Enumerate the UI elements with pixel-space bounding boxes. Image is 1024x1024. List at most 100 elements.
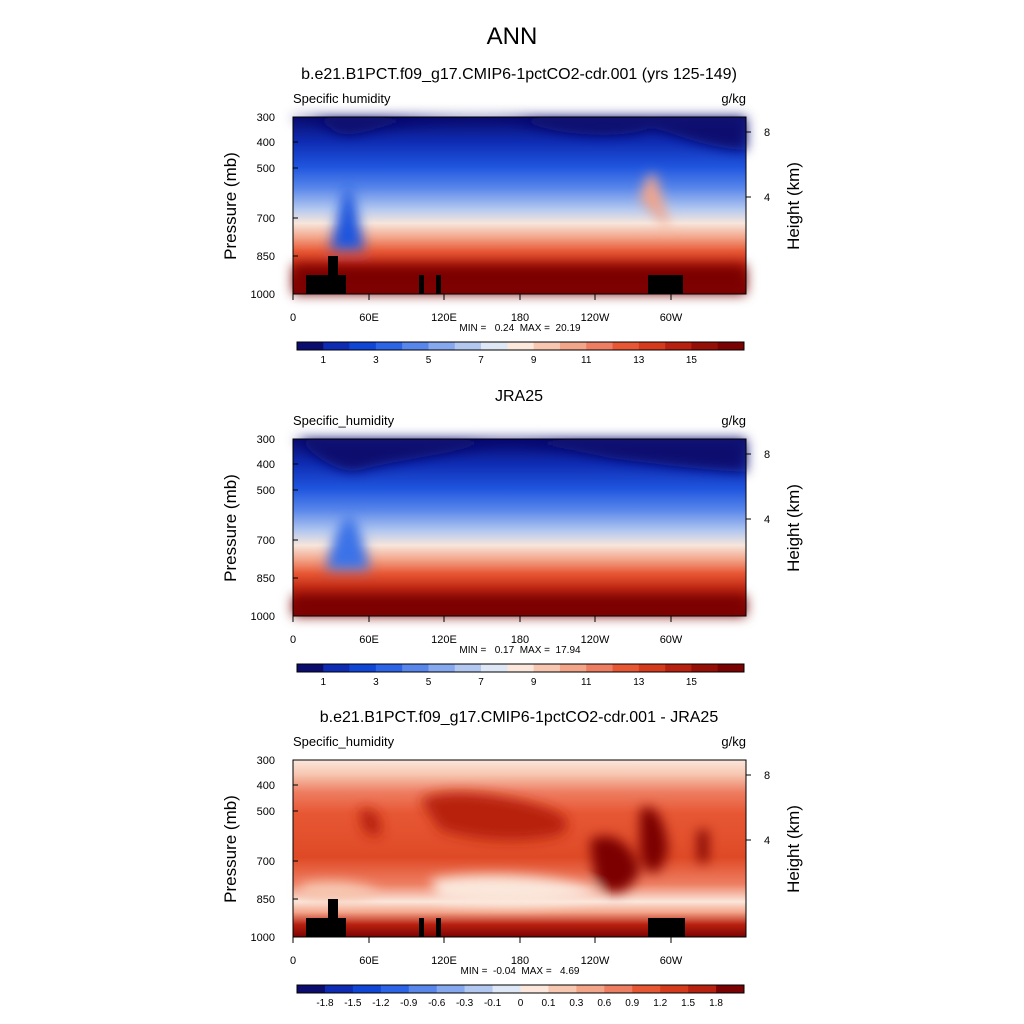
colorbar-swatch bbox=[297, 985, 326, 993]
panel-2-x-tick-marks bbox=[292, 616, 672, 622]
colorbar-swatch bbox=[464, 985, 493, 993]
x-tick-label: 0 bbox=[290, 312, 296, 324]
panel-3-field bbox=[293, 760, 746, 937]
colorbar-swatch bbox=[559, 664, 587, 672]
x-tick-label: 180 bbox=[511, 634, 529, 646]
y-tick-label: 500 bbox=[257, 485, 275, 497]
colorbar-label: 1.5 bbox=[681, 998, 695, 1009]
colorbar-swatch bbox=[632, 985, 661, 993]
x-tick-label: 60W bbox=[660, 312, 683, 324]
panel-1-y2-ticks: 8 4 bbox=[764, 127, 770, 204]
y-tick-label: 700 bbox=[257, 856, 275, 868]
panel-2-colorbar-labels: 1 3 5 7 9 11 13 15 bbox=[321, 677, 698, 688]
colorbar-swatch bbox=[375, 342, 403, 350]
x-tick-label: 60E bbox=[359, 955, 379, 967]
panel-1-colorbar-labels: 1 3 5 7 9 11 13 15 bbox=[321, 355, 698, 366]
colorbar-swatch bbox=[665, 664, 692, 672]
panel-2-y2-ticks: 8 4 bbox=[764, 449, 770, 526]
x-tick-label: 180 bbox=[511, 955, 529, 967]
y-tick-label: 1000 bbox=[251, 611, 275, 623]
panel-2-units-label: g/kg bbox=[721, 413, 746, 428]
panel-3-y-ticks: 300 400 500 700 850 1000 bbox=[251, 755, 275, 944]
colorbar-label: 1.8 bbox=[709, 998, 723, 1009]
colorbar-swatch bbox=[691, 342, 718, 350]
y-tick-label: 400 bbox=[257, 780, 275, 792]
y2-tick-label: 4 bbox=[764, 192, 770, 204]
colorbar-swatch bbox=[454, 664, 482, 672]
colorbar-label: 1.2 bbox=[653, 998, 667, 1009]
panel-2: JRA25 Specific_humidity g/kg 300 400 500… bbox=[221, 388, 803, 688]
panel-3-stats: MIN = -0.04 MAX = 4.69 bbox=[461, 966, 580, 977]
colorbar-label: 0.9 bbox=[625, 998, 639, 1009]
figure-title: ANN bbox=[487, 23, 538, 50]
panel-3-title: b.e21.B1PCT.f09_g17.CMIP6-1pctCO2-cdr.00… bbox=[320, 709, 719, 726]
colorbar-label: 3 bbox=[373, 677, 379, 688]
colorbar-swatch bbox=[717, 342, 745, 350]
colorbar-label: 7 bbox=[478, 355, 484, 366]
x-tick-label: 60W bbox=[660, 955, 683, 967]
panel-3-units-label: g/kg bbox=[721, 734, 746, 749]
colorbar-swatch bbox=[324, 985, 354, 993]
colorbar-label: 9 bbox=[531, 677, 537, 688]
panel-2-colorbar bbox=[296, 663, 745, 673]
colorbar-swatch bbox=[612, 342, 640, 350]
y-tick-label: 700 bbox=[257, 213, 275, 225]
y-tick-label: 400 bbox=[257, 137, 275, 149]
colorbar-label: 11 bbox=[581, 355, 592, 366]
panel-2-field bbox=[293, 439, 746, 616]
colorbar-label: 5 bbox=[426, 677, 432, 688]
panel-1-y2-axis-label: Height (km) bbox=[784, 162, 803, 250]
panel-1-stats: MIN = 0.24 MAX = 20.19 bbox=[459, 323, 581, 334]
colorbar-swatch bbox=[402, 342, 429, 350]
y-tick-label: 500 bbox=[257, 163, 275, 175]
y2-tick-label: 4 bbox=[764, 835, 770, 847]
colorbar-swatch bbox=[507, 342, 534, 350]
colorbar-swatch bbox=[586, 664, 613, 672]
panel-3-terrain-mask bbox=[306, 899, 685, 937]
panel-2-x-ticks: 0 60E 120E 180 120W 60W bbox=[290, 634, 683, 646]
panel-3-x-tick-marks bbox=[292, 937, 672, 943]
panel-3-x-ticks: 0 60E 120E 180 120W 60W bbox=[290, 955, 683, 967]
colorbar-swatch bbox=[638, 664, 666, 672]
panel-2-y-axis-label: Pressure (mb) bbox=[221, 474, 240, 582]
x-tick-label: 120W bbox=[581, 312, 610, 324]
colorbar-swatch bbox=[481, 664, 508, 672]
colorbar-label: 7 bbox=[478, 677, 484, 688]
y-tick-label: 300 bbox=[257, 755, 275, 767]
colorbar-swatch bbox=[507, 664, 534, 672]
colorbar-swatch bbox=[665, 342, 692, 350]
colorbar-swatch bbox=[716, 985, 745, 993]
panel-3-y-axis-label: Pressure (mb) bbox=[221, 795, 240, 903]
colorbar-label: -1.2 bbox=[372, 998, 390, 1009]
colorbar-label: 15 bbox=[686, 355, 698, 366]
colorbar-swatch bbox=[380, 985, 410, 993]
y-tick-label: 500 bbox=[257, 806, 275, 818]
panel-2-variable-label: Specific_humidity bbox=[293, 413, 395, 428]
colorbar-label: 5 bbox=[426, 355, 432, 366]
colorbar-swatch bbox=[660, 985, 689, 993]
y-tick-label: 850 bbox=[257, 251, 275, 263]
panel-2-y2-axis-label: Height (km) bbox=[784, 484, 803, 572]
colorbar-swatch bbox=[375, 664, 403, 672]
colorbar-label: 1 bbox=[321, 355, 327, 366]
colorbar-swatch bbox=[604, 985, 633, 993]
y2-tick-label: 8 bbox=[764, 127, 770, 139]
panel-2-y-tick-marks bbox=[293, 438, 751, 579]
colorbar-frame bbox=[296, 341, 745, 351]
colorbar-label: 15 bbox=[686, 677, 698, 688]
panel-3-y2-axis-label: Height (km) bbox=[784, 805, 803, 893]
colorbar-swatch bbox=[454, 342, 482, 350]
panel-1-terrain-mask bbox=[306, 256, 683, 294]
colorbar-swatch bbox=[323, 664, 350, 672]
colorbar-swatch bbox=[533, 664, 561, 672]
y2-tick-label: 8 bbox=[764, 449, 770, 461]
colorbar-swatch bbox=[492, 985, 521, 993]
colorbar-label: 0 bbox=[518, 998, 524, 1009]
colorbar-swatch bbox=[612, 664, 640, 672]
colorbar-swatch bbox=[576, 985, 605, 993]
panel-1-colorbar bbox=[296, 341, 745, 351]
colorbar-frame bbox=[296, 984, 745, 994]
colorbar-swatch bbox=[691, 664, 718, 672]
colorbar-label: -0.9 bbox=[400, 998, 418, 1009]
y-tick-label: 1000 bbox=[251, 932, 275, 944]
